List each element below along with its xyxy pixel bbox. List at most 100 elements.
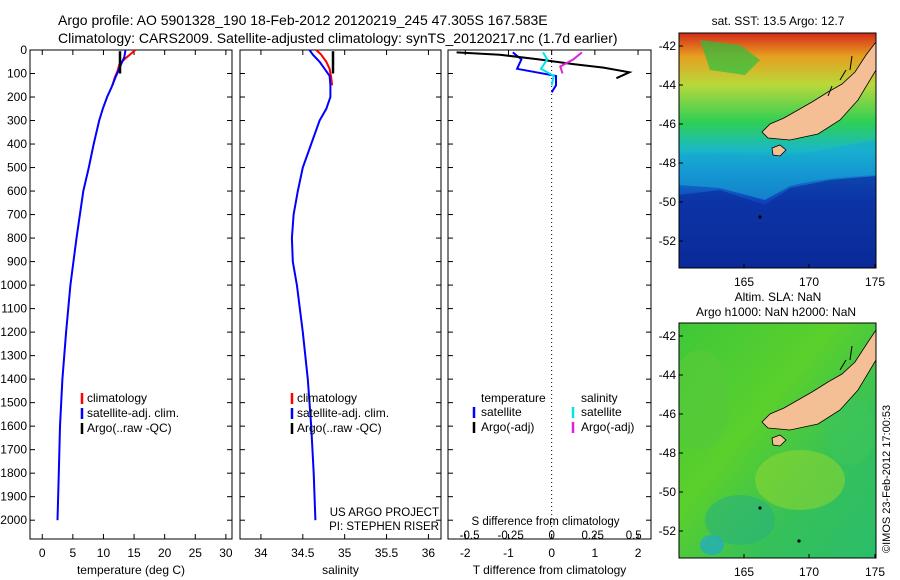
difference-panel: -2 -1 0 1 2 T difference from climatology S di… xyxy=(447,49,652,577)
legend-label: Argo(-adj) xyxy=(581,420,634,434)
x-tick-label: 10 xyxy=(97,546,111,560)
legend-label: Argo(-adj) xyxy=(481,420,534,434)
x-tick-label: 35 xyxy=(338,546,352,560)
x-tick-label: 35.5 xyxy=(375,546,399,560)
lat-tick-label: -52 xyxy=(659,524,677,538)
series-line-0 xyxy=(512,51,557,93)
series-line-1 xyxy=(456,51,633,80)
plot-frame xyxy=(29,49,233,540)
series-line-3 xyxy=(559,51,583,74)
x-tick-label: 1 xyxy=(592,546,599,560)
series-line-2 xyxy=(539,51,555,86)
x-tick-label: 0 xyxy=(548,546,555,560)
plot-frame xyxy=(239,49,442,540)
annotation-text: US ARGO PROJECT xyxy=(330,507,439,519)
sla-map-lon-ticks: 165 170 175 xyxy=(734,554,885,579)
legend-label: satellite-adj. clim. xyxy=(87,406,179,420)
x-tick-label: 2 xyxy=(635,546,642,560)
lat-tick-label: -46 xyxy=(659,117,677,131)
sst-map-lon-ticks: 165 170 175 xyxy=(734,264,885,289)
lon-tick-label: 165 xyxy=(734,275,754,289)
depth-tick-label: 0 xyxy=(20,43,27,57)
lon-tick-label: 165 xyxy=(734,565,754,579)
depth-tick-label: 1800 xyxy=(0,466,27,480)
depth-tick-label: 2000 xyxy=(0,513,27,527)
x-tick-label: -1 xyxy=(503,546,514,560)
depth-tick-label: 1000 xyxy=(0,278,27,292)
legend-label: climatology xyxy=(87,391,147,405)
depth-tick-label: 1300 xyxy=(0,349,27,363)
series-line-0 xyxy=(315,49,334,86)
depth-tick-label: 200 xyxy=(7,90,27,104)
depth-tick-label: 1600 xyxy=(0,419,27,433)
depth-tick-label: 1400 xyxy=(0,372,27,386)
x-tick-label: 30 xyxy=(219,546,233,560)
lon-tick-label: 170 xyxy=(799,275,819,289)
depth-tick-label: 1900 xyxy=(0,490,27,504)
legend-label: Argo(..raw -QC) xyxy=(87,421,172,435)
depth-tick-label: 400 xyxy=(7,137,27,151)
depth-tick-label: 600 xyxy=(7,184,27,198)
s-tick-label: 0 xyxy=(548,530,554,542)
legend-label: satellite xyxy=(581,405,622,419)
legend-title-sal: salinity xyxy=(581,391,618,405)
stewart-island-top xyxy=(771,144,787,157)
sst-map-title: sat. SST: 13.5 Argo: 12.7 xyxy=(712,14,845,28)
s-tick-label: 0.25 xyxy=(581,530,603,542)
depth-tick-label: 1100 xyxy=(1,302,27,316)
legend-label: satellite xyxy=(481,405,522,419)
imos-credit: ©IMOS 23-Feb-2012 17:00:53 xyxy=(881,405,893,553)
depth-tick-label: 100 xyxy=(7,67,27,81)
lat-tick-label: -48 xyxy=(659,446,677,460)
salinity-panel: 34 34.5 35 35.5 36 salinity climatologysatelli… xyxy=(239,49,442,577)
lat-tick-label: -42 xyxy=(659,329,677,343)
lat-tick-label: -50 xyxy=(659,195,677,209)
lat-tick-label: -44 xyxy=(659,78,677,92)
x-tick-label: 0 xyxy=(39,546,46,560)
sst-map-lat-ticks: -42 -44 -46 -48 -50 -52 xyxy=(659,39,683,248)
x-tick-label: 25 xyxy=(189,546,203,560)
x-tick-label: 34.5 xyxy=(291,546,315,560)
temperature-panel: 0100200300400500600700800900100011001200… xyxy=(0,43,233,577)
depth-tick-label: 1500 xyxy=(0,396,27,410)
x-tick-label: 20 xyxy=(158,546,172,560)
profile-title: Argo profile: AO 5901328_190 18-Feb-2012… xyxy=(58,12,548,28)
lat-tick-label: -52 xyxy=(659,234,677,248)
lon-tick-label: 170 xyxy=(799,565,819,579)
land-south-island-top xyxy=(761,41,876,141)
series-line-1 xyxy=(290,49,332,521)
depth-tick-label: 700 xyxy=(7,208,27,222)
depth-tick-label: 300 xyxy=(7,114,27,128)
plot-frame xyxy=(447,49,652,540)
x-tick-label: 36 xyxy=(422,546,436,560)
sla-map-lat-ticks: -42 -44 -46 -48 -50 -52 xyxy=(659,329,683,538)
climatology-subtitle: Climatology: CARS2009. Satellite-adjuste… xyxy=(58,30,618,46)
legend-label: Argo(..raw -QC) xyxy=(297,421,382,435)
x-axis-label: T difference from climatology xyxy=(473,563,627,577)
lat-tick-label: -48 xyxy=(659,156,677,170)
lon-tick-label: 175 xyxy=(865,565,885,579)
series-line-1 xyxy=(56,49,127,521)
x-tick-label: 15 xyxy=(127,546,141,560)
x-tick-label: 5 xyxy=(70,546,77,560)
sla-map: Altim. SLA: NaN Argo h1000: NaN h2000: N… xyxy=(659,290,886,579)
s-tick-label: -0.5 xyxy=(460,530,480,542)
legend-label: satellite-adj. clim. xyxy=(297,406,389,420)
depth-tick-label: 500 xyxy=(7,161,27,175)
lon-tick-label: 175 xyxy=(865,275,885,289)
land-south-island-bottom xyxy=(761,329,876,431)
s-tick-label: 0.5 xyxy=(626,530,642,542)
top-axis-label: S difference from climatology xyxy=(471,516,619,528)
x-axis-label: salinity xyxy=(322,563,359,577)
lat-tick-label: -42 xyxy=(659,39,677,53)
annotation-text: PI: STEPHEN RISER xyxy=(329,521,439,533)
lat-tick-label: -46 xyxy=(659,407,677,421)
depth-tick-label: 1200 xyxy=(0,325,27,339)
stewart-island-bottom xyxy=(771,434,787,447)
legend-label: climatology xyxy=(297,391,357,405)
lat-tick-label: -50 xyxy=(659,485,677,499)
lat-tick-label: -44 xyxy=(659,368,677,382)
sla-map-title: Altim. SLA: NaN xyxy=(735,290,822,304)
depth-tick-label: 1700 xyxy=(0,443,27,457)
